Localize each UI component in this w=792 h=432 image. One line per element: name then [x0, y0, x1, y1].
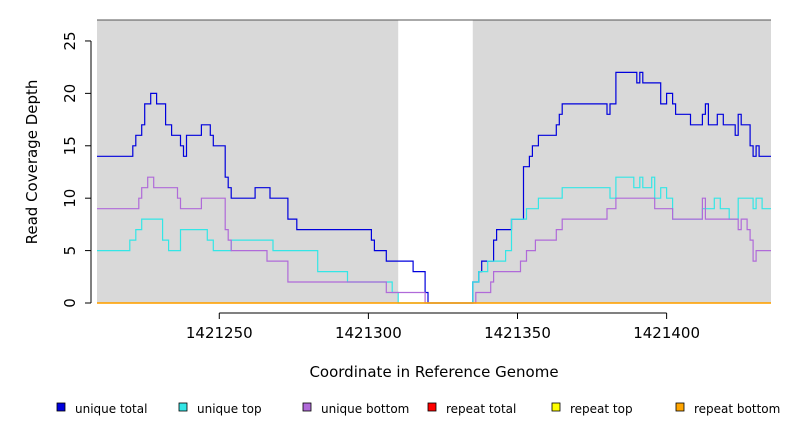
x-tick-label: 1421250: [186, 324, 253, 342]
legend: unique total unique top unique bottom repea…: [56, 402, 780, 416]
legend-item-unique-top: unique top: [178, 402, 262, 416]
legend-item-repeat-bottom: repeat bottom: [675, 402, 780, 416]
y-axis-label: Read Coverage Depth: [23, 80, 41, 245]
legend-swatch: [178, 402, 188, 412]
y-tick-label: 10: [61, 189, 79, 208]
legend-swatch: [56, 402, 66, 412]
legend-label: unique bottom: [321, 402, 409, 416]
legend-item-repeat-total: repeat total: [427, 402, 516, 416]
y-tick-label: 5: [61, 246, 79, 256]
legend-item-unique-total: unique total: [56, 402, 147, 416]
legend-label: repeat top: [570, 402, 633, 416]
x-axis: 1421250 1421300 1421350 1421400: [186, 312, 700, 342]
legend-label: repeat bottom: [694, 402, 780, 416]
shaded-region-0: [97, 20, 399, 303]
y-axis: 0 5 10 15 20 25: [61, 31, 92, 308]
x-tick-label: 1421400: [633, 324, 700, 342]
legend-label: unique top: [197, 402, 262, 416]
y-tick-label: 25: [61, 31, 79, 50]
series-unique-top: [97, 176, 771, 304]
legend-label: unique total: [75, 402, 147, 416]
legend-item-repeat-top: repeat top: [551, 402, 633, 416]
y-tick-label: 0: [61, 298, 79, 308]
legend-label: repeat total: [446, 402, 516, 416]
legend-swatch: [675, 402, 685, 412]
x-tick-label: 1421350: [484, 324, 551, 342]
series-lines: [97, 71, 771, 304]
legend-swatch: [302, 402, 312, 412]
legend-swatch: [427, 402, 437, 412]
x-tick-label: 1421300: [335, 324, 402, 342]
series-unique-total: [97, 71, 771, 304]
shaded-regions: [97, 20, 771, 303]
legend-swatch: [551, 402, 561, 412]
y-tick-label: 20: [61, 84, 79, 103]
y-tick-label: 15: [61, 136, 79, 155]
legend-item-unique-bottom: unique bottom: [302, 402, 409, 416]
x-axis-label: Coordinate in Reference Genome: [309, 363, 558, 381]
series-unique-bottom: [97, 176, 771, 304]
shaded-region-1: [472, 20, 771, 303]
